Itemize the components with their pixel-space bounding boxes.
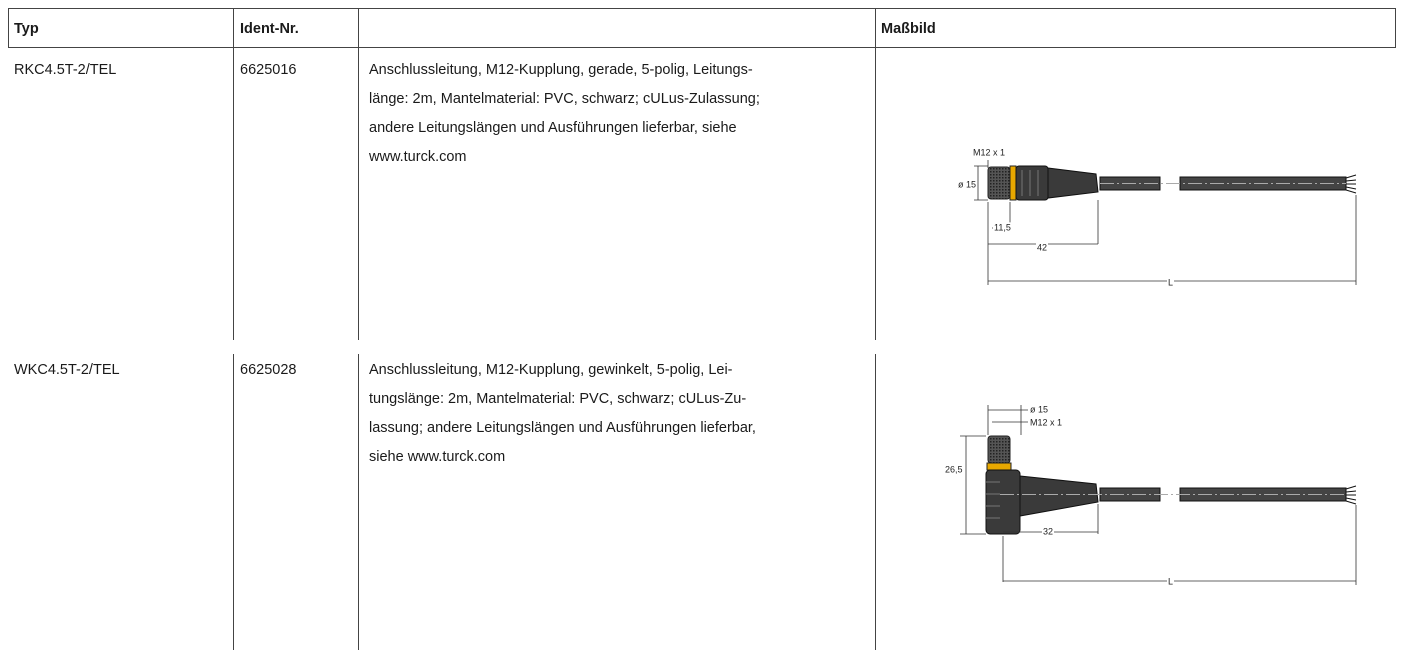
dimension-label: M12 x 1: [1030, 417, 1062, 427]
type-cell: WKC4.5T-2/TEL: [14, 362, 120, 378]
description-line: siehe www.turck.com: [369, 449, 505, 465]
column-header: Maßbild: [881, 21, 936, 37]
dimension-label: 11,5: [994, 222, 1011, 232]
dimension-drawing: M12 x 1 ø 15 11,5 42 L: [957, 147, 1356, 287]
dimension-label: 32: [1043, 526, 1053, 536]
description-line: Anschlussleitung, M12-Kupplung, gewinkel…: [369, 362, 733, 378]
description-line: länge: 2m, Mantelmaterial: PVC, schwarz;…: [369, 91, 760, 107]
description-line: lassung; andere Leitungslängen und Ausfü…: [369, 420, 756, 436]
description-line: tungslänge: 2m, Mantelmaterial: PVC, sch…: [369, 391, 746, 407]
table-view: Typ Ident-Nr. Maßbild RKC4.5T-2/TEL 6625…: [0, 0, 1404, 650]
body: [986, 470, 1020, 534]
column-header: Typ: [14, 21, 39, 37]
dimension-label: L: [1168, 576, 1173, 586]
dimension-label: 26,5: [945, 464, 963, 474]
knurl: [988, 436, 1010, 463]
dimension-drawing: ø 15 M12 x 1 26,5 32 L: [944, 404, 1356, 586]
dimension-label: M12 x 1: [973, 147, 1005, 157]
sleeve: [1020, 476, 1098, 516]
type-cell: RKC4.5T-2/TEL: [14, 62, 116, 78]
description-line: Anschlussleitung, M12-Kupplung, gerade, …: [369, 62, 753, 78]
ident-cell: 6625028: [240, 362, 296, 378]
dimension-label: ø 15: [1030, 404, 1048, 414]
ident-cell: 6625016: [240, 62, 296, 78]
wires: [1346, 486, 1356, 504]
knurl: [988, 167, 1010, 199]
column-header: Ident-Nr.: [240, 21, 299, 37]
sleeve: [1048, 168, 1098, 198]
dimension-label: 42: [1037, 242, 1047, 252]
dimension-label: ø 15: [958, 179, 976, 189]
page: {"table": { "header": ["Typ", "Ident-Nr.…: [0, 0, 1404, 650]
description-line: www.turck.com: [368, 149, 467, 165]
ring: [1010, 166, 1016, 200]
dimension-label: L: [1168, 277, 1173, 287]
description-line: andere Leitungslängen und Ausführungen l…: [369, 120, 737, 136]
ring: [987, 463, 1011, 470]
wires: [1346, 175, 1356, 193]
body: [1016, 166, 1048, 200]
